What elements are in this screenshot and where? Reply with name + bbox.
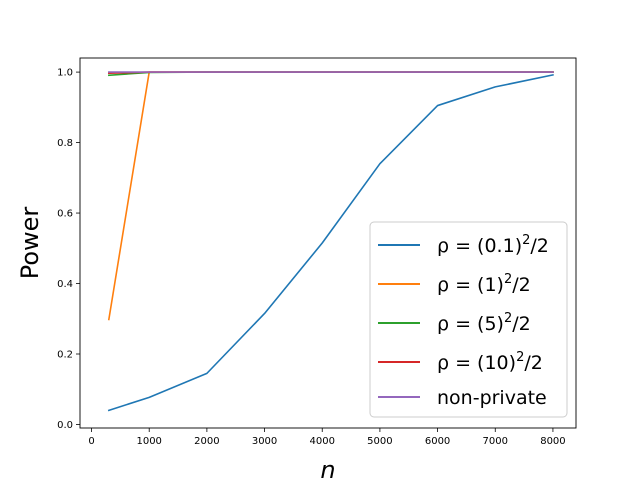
legend-label-3: ρ = (10)2/2 xyxy=(437,350,543,374)
legend: ρ = (0.1)2/2ρ = (1)2/2ρ = (5)2/2ρ = (10)… xyxy=(369,221,568,418)
legend-label-text: ρ = (0.1) xyxy=(437,235,522,257)
x-tick-label: 4000 xyxy=(310,436,335,447)
legend-label-superscript: 2 xyxy=(504,311,512,326)
legend-label-2: ρ = (5)2/2 xyxy=(437,311,531,335)
legend-label-superscript: 2 xyxy=(504,272,512,287)
series-line-0 xyxy=(107,73,554,412)
legend-label-suffix: /2 xyxy=(512,274,531,296)
y-tick-label: 0.4 xyxy=(57,279,73,290)
x-tick-label: 6000 xyxy=(425,436,450,447)
y-tick-label: 1.0 xyxy=(57,68,73,79)
legend-label-0: ρ = (0.1)2/2 xyxy=(437,233,549,257)
y-tick-label: 0.2 xyxy=(57,350,73,361)
y-axis-ticks: 0.0 0.2 0.4 0.6 0.8 1.0 xyxy=(57,68,80,431)
y-axis-label: Power xyxy=(16,207,44,280)
y-tick-label: 0.0 xyxy=(57,420,73,431)
legend-label-text: ρ = (10) xyxy=(437,352,516,374)
x-axis-ticks: 0 1000 2000 3000 4000 5000 6000 7000 8000 xyxy=(88,428,566,447)
legend-label-1: ρ = (1)2/2 xyxy=(437,272,531,296)
legend-label-suffix: /2 xyxy=(524,352,543,374)
y-tick-label: 0.6 xyxy=(57,209,73,220)
y-tick-label: 0.8 xyxy=(57,138,73,149)
x-tick-label: 0 xyxy=(88,436,94,447)
x-tick-label: 8000 xyxy=(540,436,565,447)
x-tick-label: 1000 xyxy=(136,436,161,447)
series-layer xyxy=(107,71,554,412)
plot-frame xyxy=(79,57,577,429)
x-tick-label: 5000 xyxy=(367,436,392,447)
legend-label-text: non-private xyxy=(437,387,547,409)
x-tick-label: 7000 xyxy=(483,436,508,447)
legend-label-text: ρ = (1) xyxy=(437,274,504,296)
legend-label-suffix: /2 xyxy=(512,313,531,335)
legend-label-superscript: 2 xyxy=(516,350,524,365)
x-tick-label: 2000 xyxy=(194,436,219,447)
legend-label-superscript: 2 xyxy=(522,233,530,248)
legend-label-4: non-private xyxy=(437,387,547,409)
legend-label-text: ρ = (5) xyxy=(437,313,504,335)
x-axis-label: n xyxy=(320,456,335,480)
legend-box xyxy=(369,221,568,418)
x-tick-label: 3000 xyxy=(252,436,277,447)
legend-label-suffix: /2 xyxy=(530,235,549,257)
